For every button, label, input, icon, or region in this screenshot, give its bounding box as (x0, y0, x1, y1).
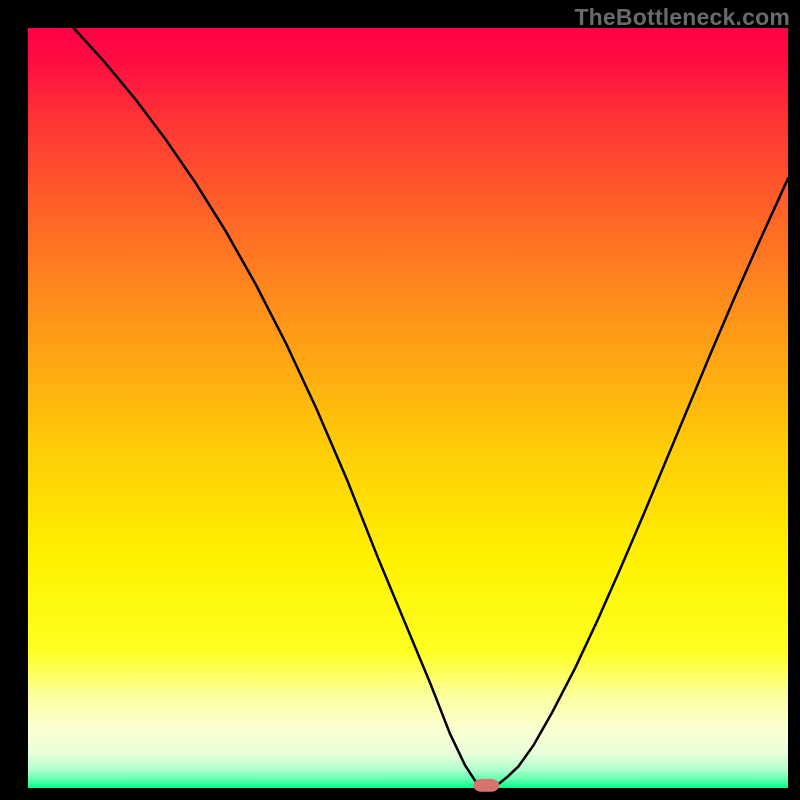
bottleneck-curve-chart (0, 0, 800, 800)
chart-gradient-bg (28, 28, 788, 788)
chart-container: TheBottleneck.com (0, 0, 800, 800)
optimal-marker (473, 779, 499, 792)
